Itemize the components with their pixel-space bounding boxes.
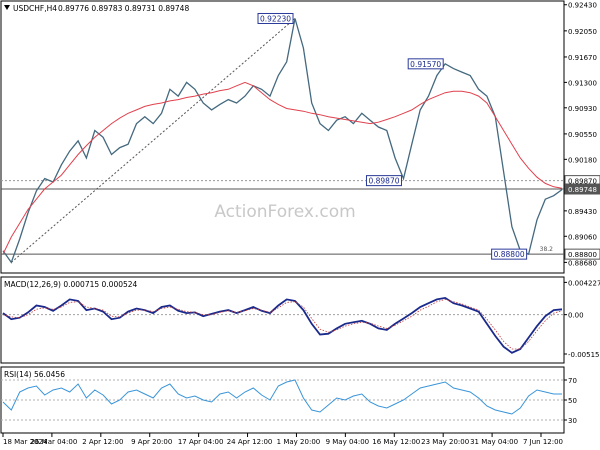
moving-average-line [2, 81, 563, 255]
macd-title: MACD(12,26,9) 0.000715 0.000524 [4, 280, 138, 289]
y-tick-label: 0.90550 [568, 131, 597, 139]
rsi-tick-label: 70 [568, 377, 577, 385]
symbol-title: USDCHF,H4 [13, 4, 57, 13]
x-tick-label: 2 Apr 12:00 [82, 438, 123, 446]
annotation-box [365, 175, 402, 187]
y-tick-label: 0.89060 [568, 233, 597, 241]
x-tick-label: 31 May 04:00 [470, 438, 518, 446]
y-tick-label: 0.92430 [568, 2, 597, 10]
x-tick-label: 1 May 20:00 [277, 438, 321, 446]
x-tick-label: 16 May 12:00 [372, 438, 420, 446]
macd-tick-label: 0.004227 [568, 279, 600, 287]
x-tick-label: 24 Apr 12:00 [227, 438, 273, 446]
macd-layer [1, 296, 564, 354]
y-tick-label: 0.90930 [568, 105, 597, 113]
macd-signal-line [2, 298, 563, 350]
annotation-label: 0.92230 [260, 14, 291, 23]
price-tag-label: 0.89748 [568, 186, 597, 194]
annotation-box [491, 248, 528, 260]
y-tick-label: 0.91670 [568, 54, 597, 62]
annotation-label: 0.88800 [494, 250, 525, 259]
x-tick-label: 26 Mar 04:00 [31, 438, 78, 446]
y-tick-label: 0.90180 [568, 156, 597, 164]
macd-tick-label: 0.00 [568, 312, 584, 320]
x-tick-label: 7 Jun 12:00 [523, 438, 563, 446]
price-header: USDCHF,H4 0.89776 0.89783 0.89731 0.8974… [4, 4, 189, 13]
fib-label: 38.2 [540, 246, 554, 253]
annotation-label: 0.89870 [368, 177, 399, 186]
x-tick-label: 9 May 04:00 [326, 438, 370, 446]
y-tick-label: 0.89430 [568, 208, 597, 216]
y-tick-label: 0.92050 [568, 28, 597, 36]
rsi-tick-label: 30 [568, 417, 577, 425]
rsi-tick-label: 50 [568, 397, 577, 405]
watermark: ActionForex.com [214, 202, 355, 222]
x-tick-label: 17 Apr 04:00 [178, 438, 224, 446]
annotation-box [407, 58, 444, 70]
y-tick-label: 0.88680 [568, 259, 597, 267]
arrow-down-icon [4, 5, 10, 10]
rsi-line [2, 379, 562, 415]
price-tag-box [564, 183, 600, 195]
price-tag-label: 0.89870 [568, 178, 597, 186]
macd-tick-label: -0.005153 [568, 351, 600, 359]
price-layer: 0.92230 0.91570 0.89870 0.88800 38.2 [1, 12, 564, 264]
rsi-title: RSI(14) 56.0456 [4, 370, 65, 379]
annotation-box [257, 12, 294, 24]
y-tick-label: 0.91300 [568, 79, 597, 87]
x-tick-label: 9 Apr 20:00 [131, 438, 172, 446]
price-tag-box [564, 248, 600, 260]
price-tag-label: 0.88800 [568, 251, 597, 259]
x-tick-label: 18 Mar 2024 [3, 438, 48, 446]
rsi-layer [1, 379, 564, 421]
macd-panel [0, 276, 565, 364]
price-panel [0, 0, 565, 274]
x-tick-label: 23 May 20:00 [421, 438, 469, 446]
price-series-line [2, 18, 563, 264]
annotation-label: 0.91570 [410, 60, 441, 69]
ohlc-values: 0.89776 0.89783 0.89731 0.89748 [58, 4, 189, 13]
